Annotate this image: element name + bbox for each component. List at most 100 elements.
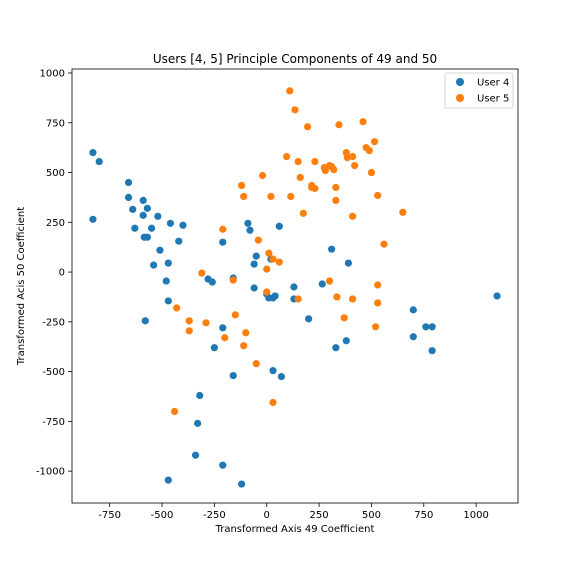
data-point: [95, 157, 103, 166]
data-point: [139, 211, 147, 219]
x-tick-label: 750: [414, 510, 433, 521]
x-tick-label: 500: [362, 510, 381, 521]
data-point: [263, 288, 271, 296]
y-tick-label: 1000: [40, 68, 65, 79]
data-point: [244, 219, 252, 227]
data-point: [143, 204, 151, 212]
data-point: [164, 476, 172, 484]
data-point: [374, 299, 382, 307]
series-user-4: [89, 149, 501, 488]
data-point: [372, 323, 380, 331]
data-point: [294, 157, 302, 166]
data-point: [365, 147, 373, 155]
data-point: [252, 252, 260, 260]
series-user-5: [171, 87, 407, 416]
data-point: [283, 152, 291, 161]
data-point: [269, 255, 277, 263]
data-point: [263, 265, 271, 273]
data-point: [380, 240, 388, 248]
data-point: [210, 344, 218, 352]
data-point: [348, 152, 357, 161]
data-point: [185, 327, 193, 335]
data-point: [370, 138, 379, 146]
data-point: [196, 391, 204, 400]
data-point: [229, 276, 237, 284]
data-point: [374, 281, 382, 289]
plot-frame: [71, 68, 519, 504]
data-point: [147, 224, 156, 232]
data-point: [191, 451, 200, 459]
data-point: [493, 292, 501, 300]
data-point: [131, 224, 139, 232]
data-point: [219, 461, 227, 469]
data-point: [287, 192, 295, 201]
data-point: [139, 196, 147, 204]
data-point: [296, 173, 304, 182]
legend-label-user-5: User 5: [477, 94, 509, 105]
data-point: [277, 372, 285, 381]
data-point: [164, 297, 172, 305]
data-point: [291, 106, 299, 114]
data-point: [129, 205, 137, 213]
data-point: [330, 165, 338, 174]
data-point: [124, 193, 133, 202]
data-point: [162, 277, 170, 285]
y-tick-label: -250: [42, 317, 65, 328]
data-point: [150, 261, 158, 269]
data-point: [409, 306, 417, 314]
x-tick-label: 0: [264, 510, 270, 521]
data-point: [348, 212, 357, 220]
data-point: [164, 259, 172, 267]
data-point: [258, 171, 267, 180]
data-point: [305, 315, 313, 323]
y-tick-label: -500: [42, 367, 65, 378]
data-point: [221, 334, 229, 342]
data-point: [367, 168, 376, 177]
data-point: [332, 196, 340, 204]
x-tick-label: 250: [310, 510, 329, 521]
data-point: [219, 238, 227, 246]
data-point: [171, 407, 179, 416]
data-point: [154, 212, 162, 220]
y-tick-label: 500: [46, 168, 65, 179]
data-point: [240, 342, 248, 350]
legend-marker-user-5: [456, 94, 464, 102]
data-point: [219, 225, 227, 233]
data-point: [219, 324, 227, 332]
points-layer: [89, 87, 501, 488]
data-point: [231, 311, 239, 319]
data-point: [250, 284, 258, 292]
data-point: [348, 295, 357, 303]
data-point: [238, 181, 246, 190]
data-point: [342, 337, 350, 345]
data-point: [208, 278, 216, 286]
data-point: [303, 123, 312, 131]
data-point: [240, 192, 248, 201]
chart-title: Users [4, 5] Principle Components of 49 …: [153, 52, 437, 66]
data-point: [332, 344, 340, 352]
data-point: [335, 121, 343, 129]
data-point: [242, 329, 250, 337]
x-tick-label: -500: [151, 510, 174, 521]
y-tick-label: 0: [59, 268, 65, 279]
data-point: [229, 371, 237, 380]
data-point: [374, 191, 382, 200]
x-tick-label: -250: [203, 510, 226, 521]
data-point: [141, 317, 149, 325]
y-tick-label: -1000: [36, 467, 65, 478]
data-point: [238, 480, 246, 488]
y-tick-label: 750: [46, 118, 65, 129]
legend-marker-user-4: [456, 78, 464, 86]
data-point: [185, 317, 193, 325]
data-point: [399, 208, 407, 216]
data-point: [328, 245, 336, 253]
data-point: [428, 323, 436, 331]
data-point: [254, 236, 262, 244]
data-point: [250, 260, 258, 268]
data-point: [286, 87, 294, 95]
data-point: [246, 226, 254, 234]
data-point: [318, 280, 326, 288]
data-point: [344, 259, 352, 267]
data-point: [252, 360, 260, 368]
